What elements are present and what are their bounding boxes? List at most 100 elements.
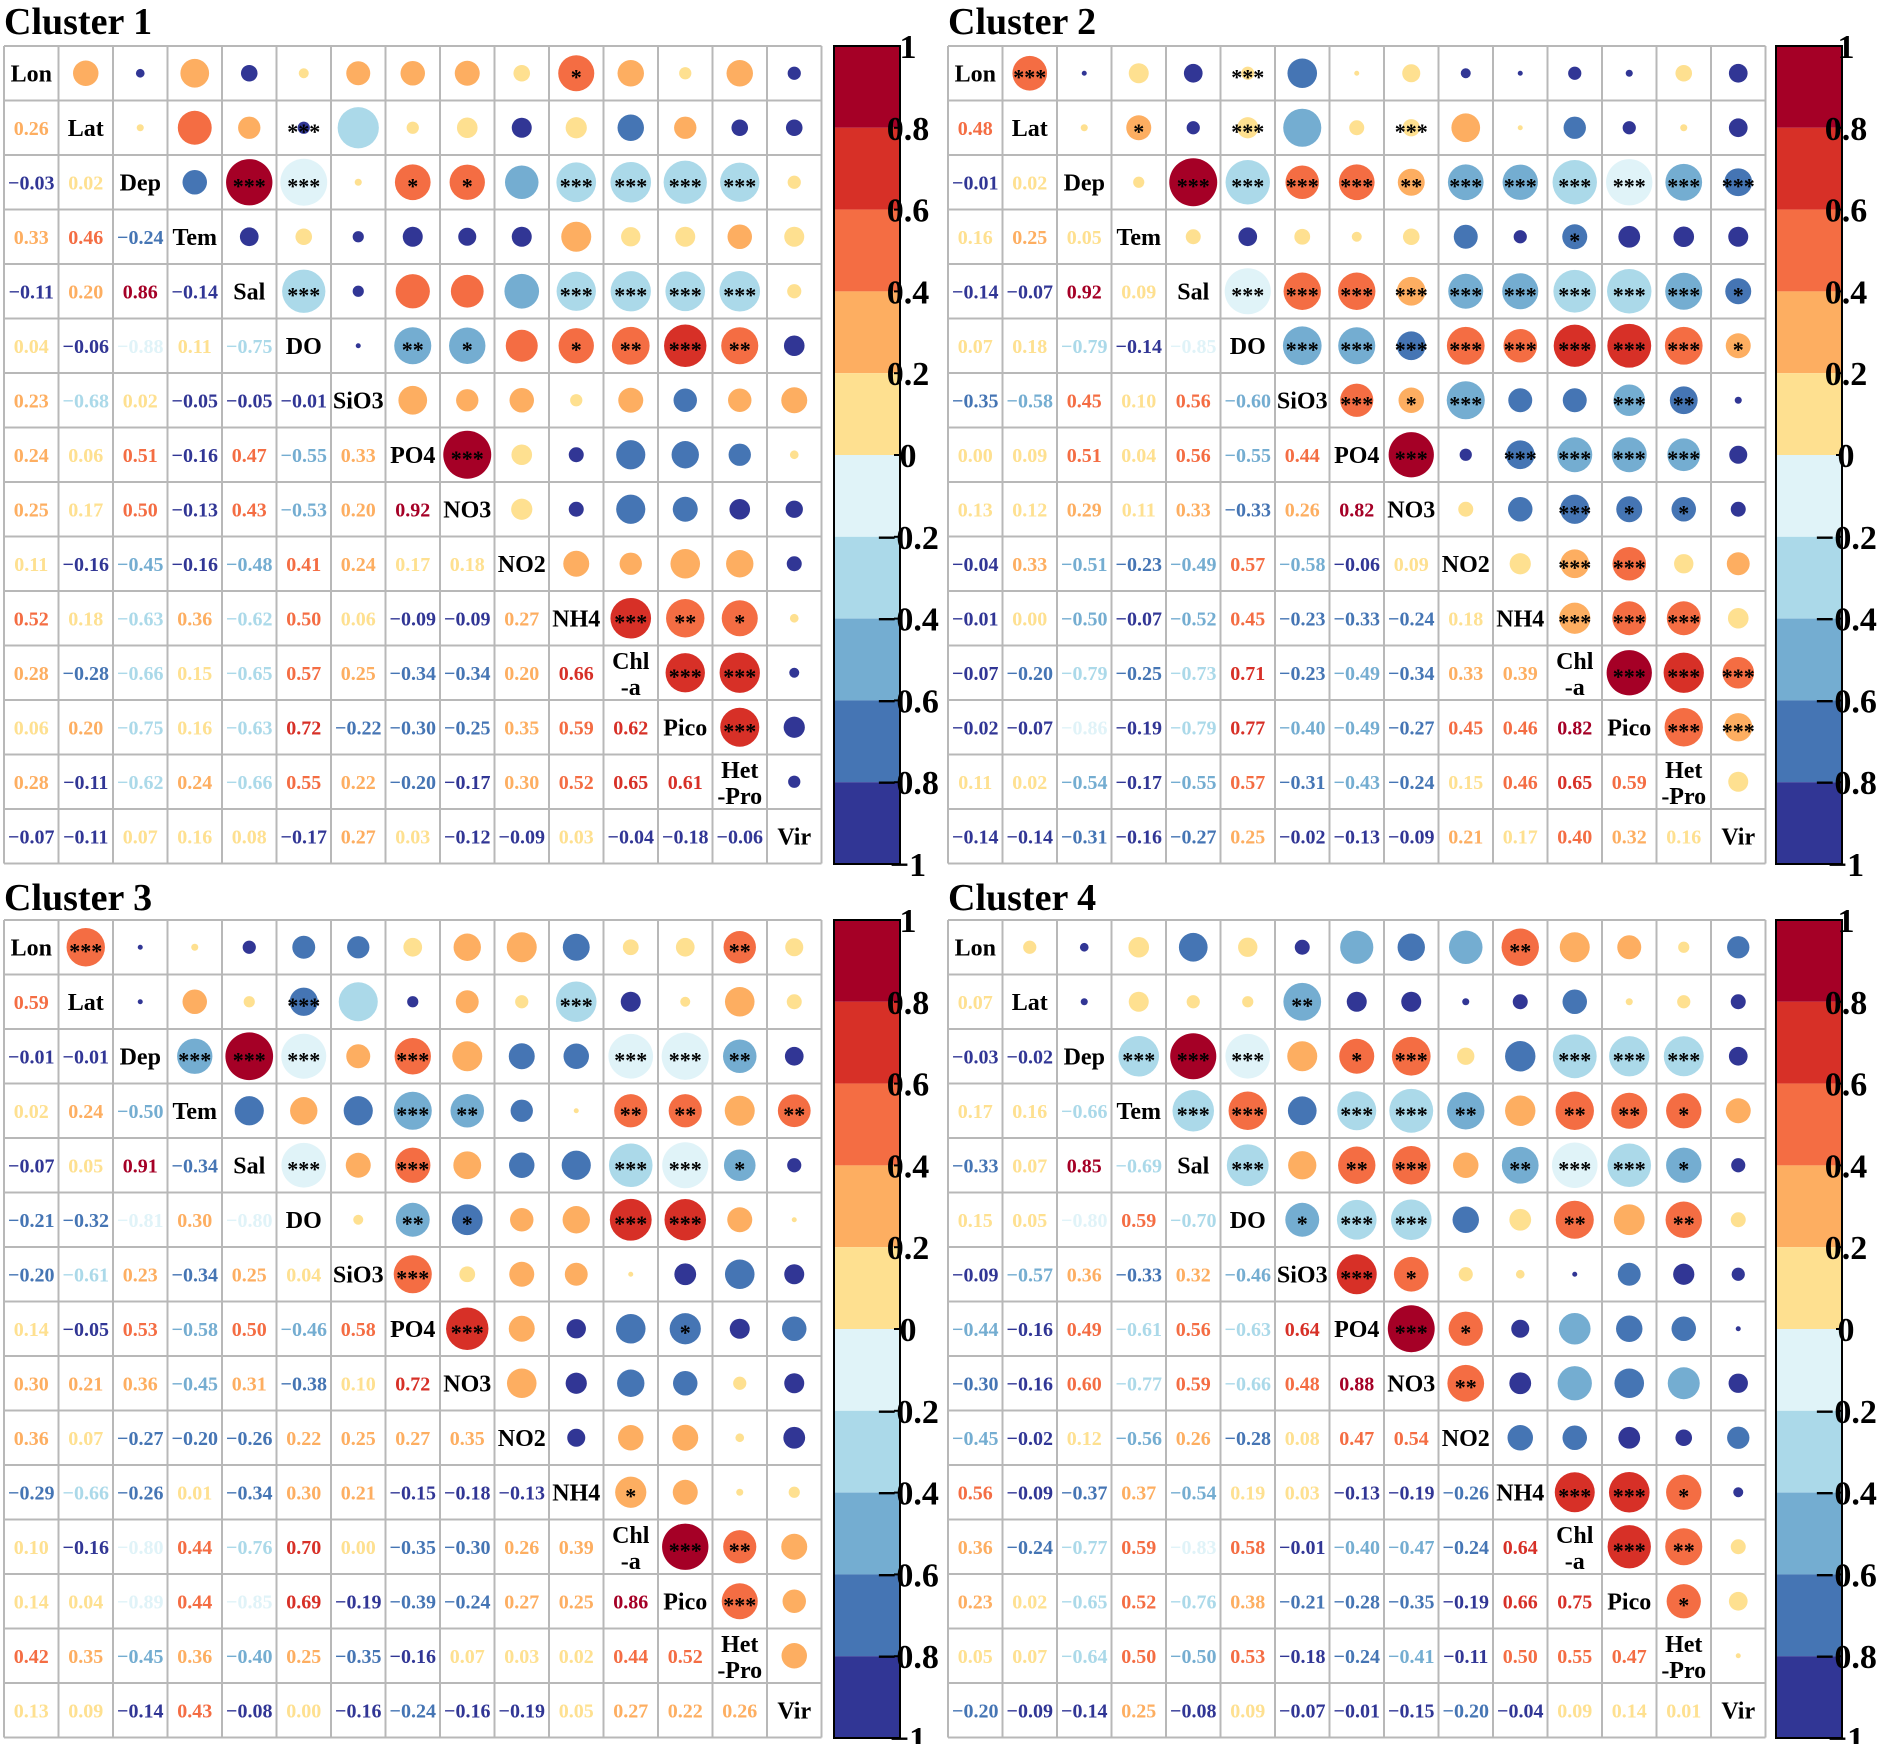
correlation-value: −0.66 xyxy=(63,1482,109,1504)
correlation-value: −0.18 xyxy=(444,1482,490,1504)
correlation-circle xyxy=(1618,1426,1641,1449)
correlation-value: 0.20 xyxy=(68,281,103,303)
correlation-value: −0.69 xyxy=(1116,1155,1162,1177)
correlation-value: −0.76 xyxy=(1170,1591,1216,1613)
correlation-value: −0.09 xyxy=(952,1264,998,1286)
correlation-circle xyxy=(1224,268,1271,315)
correlation-value: 0.07 xyxy=(68,1428,103,1450)
correlation-circle xyxy=(1560,549,1590,579)
correlation-value: −0.16 xyxy=(335,1700,381,1722)
significance-stars: *** xyxy=(1177,1102,1210,1127)
correlation-value: 0.36 xyxy=(177,1646,212,1668)
correlation-value: −0.24 xyxy=(117,227,163,249)
correlation-circle xyxy=(1555,1091,1594,1130)
correlation-circle xyxy=(672,1424,699,1451)
variable-label: DO xyxy=(1230,1208,1266,1234)
significance-stars: *** xyxy=(1449,391,1482,416)
correlation-circle xyxy=(619,552,642,575)
significance-stars: *** xyxy=(1667,664,1700,689)
correlation-circle xyxy=(1283,108,1322,147)
correlation-value: 0.52 xyxy=(1121,1591,1156,1613)
correlation-circle xyxy=(136,124,144,132)
correlation-circle xyxy=(787,66,801,80)
colorbar-tick-label: 0.4 xyxy=(887,1148,930,1185)
correlation-circle xyxy=(509,1152,535,1178)
correlation-value: 0.03 xyxy=(504,1646,539,1668)
correlation-value: 0.17 xyxy=(68,499,103,521)
correlation-circle xyxy=(664,1198,707,1241)
correlation-circle xyxy=(1128,991,1149,1012)
correlation-value: −0.75 xyxy=(117,717,163,739)
correlation-circle xyxy=(1505,1095,1536,1126)
colorbar-tick-label: 0.2 xyxy=(1825,1230,1868,1267)
significance-stars: *** xyxy=(396,1102,429,1127)
correlation-value: 0.39 xyxy=(559,1537,594,1559)
correlation-circle xyxy=(1503,328,1538,363)
correlation-value: −0.38 xyxy=(281,1373,327,1395)
correlation-value: −0.58 xyxy=(1007,390,1053,412)
significance-stars: *** xyxy=(669,1156,702,1181)
correlation-circle xyxy=(672,496,698,522)
correlation-circle xyxy=(1080,998,1088,1006)
significance-stars: *** xyxy=(1340,337,1373,362)
correlation-circle xyxy=(1448,930,1483,965)
colorbar-bin xyxy=(834,209,900,292)
significance-stars: * xyxy=(1733,337,1744,362)
correlation-circle xyxy=(1611,437,1647,473)
colorbar-bin xyxy=(1776,1083,1842,1166)
correlation-circle xyxy=(458,227,477,246)
colorbar-bin xyxy=(1776,1410,1842,1493)
correlation-value: 0.22 xyxy=(668,1700,703,1722)
significance-stars: *** xyxy=(1613,609,1646,634)
correlation-circle xyxy=(1562,388,1587,413)
significance-stars: ** xyxy=(729,938,751,963)
correlation-value: −0.37 xyxy=(1061,1482,1107,1504)
correlation-circle xyxy=(1664,708,1703,747)
correlation-value: 0.07 xyxy=(1012,1646,1047,1668)
correlation-circle xyxy=(664,324,707,367)
correlation-value: 0.07 xyxy=(123,826,158,848)
correlation-value: 0.25 xyxy=(286,1646,321,1668)
significance-stars: *** xyxy=(287,173,320,198)
correlation-circle xyxy=(611,326,650,365)
correlation-circle xyxy=(511,444,533,466)
correlation-circle xyxy=(735,1433,745,1443)
correlation-circle xyxy=(1663,652,1704,693)
correlation-circle xyxy=(504,273,540,309)
correlation-circle xyxy=(674,116,697,139)
correlation-value: 0.86 xyxy=(123,281,158,303)
correlation-value: −0.85 xyxy=(1170,336,1216,358)
correlation-circle xyxy=(1508,497,1533,522)
correlation-circle xyxy=(511,226,532,247)
correlation-value: −0.40 xyxy=(1279,717,1325,739)
correlation-value: 0.01 xyxy=(177,1482,212,1504)
correlation-value: 0.82 xyxy=(1339,499,1374,521)
correlation-circle xyxy=(1722,656,1755,689)
correlation-value: 0.36 xyxy=(123,1373,158,1395)
colorbar-bin xyxy=(1776,618,1842,701)
correlation-circle xyxy=(289,987,318,1016)
correlation-circle xyxy=(1725,333,1751,359)
correlation-circle xyxy=(177,110,212,145)
colorbar-bin xyxy=(834,1410,900,1493)
correlation-circle xyxy=(281,1142,327,1188)
correlation-value: 0.21 xyxy=(1448,826,1483,848)
correlation-value: 0.11 xyxy=(958,772,992,794)
significance-stars: *** xyxy=(1558,555,1591,580)
correlation-circle xyxy=(1557,1366,1592,1401)
correlation-circle xyxy=(346,1044,371,1069)
significance-stars: * xyxy=(1406,391,1417,416)
correlation-circle xyxy=(515,995,529,1009)
correlation-value: −0.04 xyxy=(1497,1700,1543,1722)
variable-label-line2: -Pro xyxy=(717,1658,762,1684)
significance-stars: *** xyxy=(1177,1047,1210,1072)
correlation-value: −0.01 xyxy=(1279,1537,1325,1559)
correlation-circle xyxy=(1675,64,1693,82)
correlation-circle xyxy=(610,271,651,312)
correlation-value: −0.33 xyxy=(1116,1264,1162,1286)
correlation-circle xyxy=(672,1479,698,1505)
correlation-value: −0.30 xyxy=(390,717,436,739)
correlation-value: −0.19 xyxy=(1388,1482,1434,1504)
correlation-value: 0.27 xyxy=(395,1428,430,1450)
